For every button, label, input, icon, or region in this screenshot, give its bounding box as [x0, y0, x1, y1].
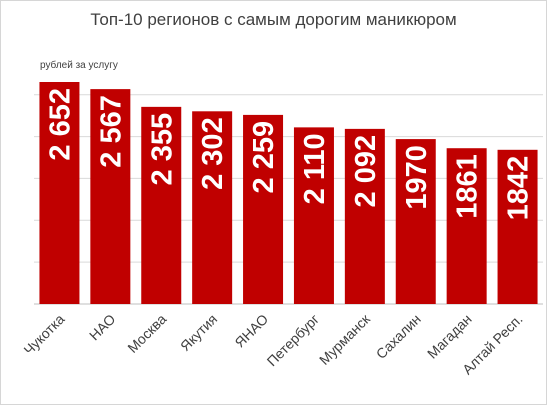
- chart-title: Топ-10 регионов с самым дорогим маникюро…: [90, 10, 457, 29]
- data-label: 2 259: [248, 121, 280, 194]
- category-label: Петербург: [264, 311, 322, 369]
- bar: [192, 111, 233, 304]
- category-label: НАО: [86, 311, 119, 344]
- data-label: 2 092: [350, 135, 382, 208]
- bar: [395, 139, 436, 304]
- data-label: 2 652: [44, 88, 76, 161]
- category-label: Мурманск: [316, 310, 374, 368]
- bar: [446, 148, 487, 304]
- category-label: Сахалин: [373, 311, 424, 362]
- data-label: 2 355: [146, 113, 178, 186]
- bar: [497, 149, 538, 304]
- category-label: Магадан: [424, 311, 475, 362]
- category-label: Чукотка: [20, 311, 67, 358]
- data-label: 1842: [503, 156, 535, 221]
- bar: [293, 127, 334, 305]
- data-label: 2 302: [197, 117, 229, 190]
- bar: [243, 114, 284, 304]
- category-label: Москва: [124, 311, 169, 356]
- category-label: Якутия: [177, 311, 220, 354]
- data-label: 2 110: [299, 133, 331, 204]
- bar: [141, 106, 182, 304]
- bar: [90, 89, 131, 304]
- data-label: 1970: [401, 145, 433, 210]
- data-label: 1861: [452, 154, 484, 219]
- bar: [39, 82, 80, 304]
- y-axis-unit-label: рублей за услугу: [40, 60, 118, 71]
- category-label: ЯНАО: [231, 311, 271, 351]
- bar: [344, 128, 385, 304]
- data-label: 2 567: [95, 95, 127, 168]
